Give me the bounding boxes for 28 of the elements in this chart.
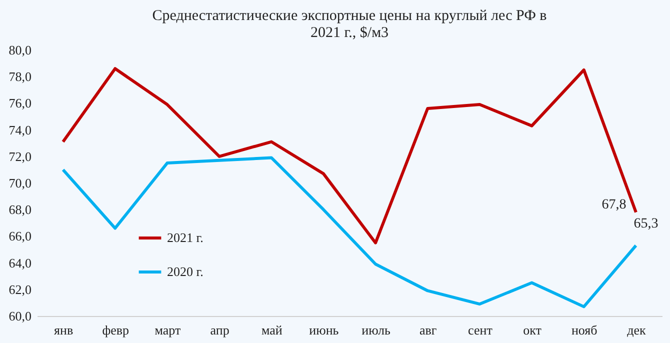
y-tick-label: 64,0 [8,255,32,270]
x-tick-label: март [154,322,181,338]
data-label: 65,3 [634,216,658,232]
y-tick-label: 78,0 [8,69,32,84]
x-tick-label: янв [54,322,74,338]
data-label: 67,8 [602,197,626,212]
x-tick-label: авг [420,322,437,338]
x-tick-label: апр [210,322,230,338]
y-tick-label: 66,0 [8,228,32,244]
y-tick-label: 76,0 [8,96,32,111]
x-tick-label: дек [627,322,646,338]
y-tick-label: 62,0 [8,282,32,297]
y-tick-label: 60,0 [8,308,32,324]
x-tick-label: окт [523,322,542,338]
x-tick-label: февр [102,322,130,338]
y-tick-label: 74,0 [8,122,32,138]
chart-title: Среднестатистические экспортные цены на круглый лес РФ в 2021 г., $/м3 [152,8,547,41]
x-tick-label: сент [468,322,493,338]
legend-label: 2020 г. [167,264,204,279]
x-tick-label: нояб [571,322,598,338]
legend-label: 2021 г. [167,230,204,245]
x-tick-label: май [261,322,282,338]
x-tick-label: июнь [309,322,339,338]
y-tick-label: 70,0 [8,176,32,190]
y-tick-label: 68,0 [8,202,32,218]
y-tick-label: 80,0 [8,42,32,58]
y-tick-label: 72,0 [8,148,32,164]
x-tick-label: июль [362,322,390,338]
